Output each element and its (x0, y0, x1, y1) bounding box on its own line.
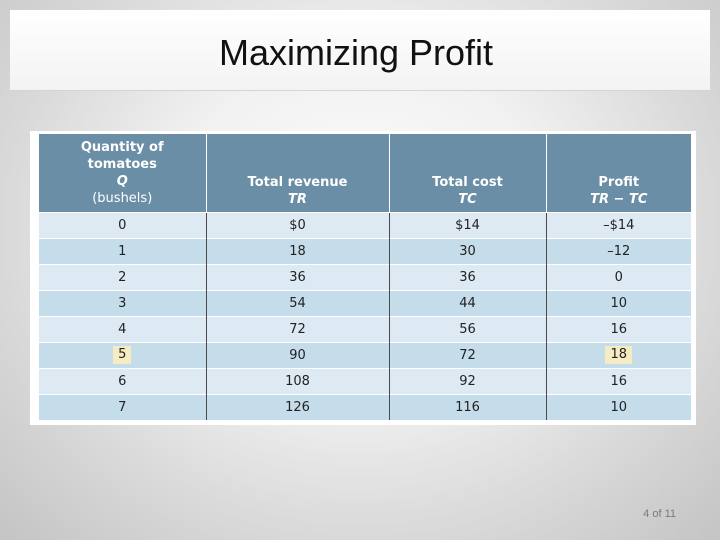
cell-profit: 10 (545, 289, 691, 316)
header-total-cost-label: Total cost (432, 174, 503, 190)
header-total-revenue-label: Total revenue (247, 174, 348, 190)
cell-total-revenue: $0 (205, 211, 389, 238)
table-row: 2 36 36 0 (39, 263, 691, 290)
cell-profit: 10 (545, 393, 691, 420)
cell-total-cost: 36 (388, 263, 546, 290)
highlight-max-profit: 18 (605, 346, 633, 364)
table-row-highlighted: 5 90 72 18 (39, 341, 691, 368)
cell-total-revenue: 54 (205, 289, 389, 316)
cell-total-cost: 56 (388, 315, 546, 342)
slide-title: Maximizing Profit (218, 32, 494, 73)
cell-profit: 18 (545, 341, 691, 368)
cell-total-cost: 30 (388, 237, 546, 264)
cell-quantity: 0 (39, 211, 206, 238)
cell-total-revenue: 108 (205, 367, 389, 394)
cell-total-revenue: 72 (205, 315, 389, 342)
header-profit-symbol: TR − TC (590, 191, 648, 207)
header-quantity-line2: tomatoes (87, 156, 157, 172)
header-total-revenue: Total revenue TR (205, 134, 389, 212)
header-total-revenue-symbol: TR (288, 191, 307, 207)
cell-profit: –$14 (545, 211, 691, 238)
table-row: 6 108 92 16 (39, 367, 691, 394)
cell-quantity: 7 (39, 393, 206, 420)
table-row: 7 126 116 10 (39, 393, 691, 420)
header-quantity-unit: (bushels) (92, 190, 153, 206)
cell-total-cost: 72 (388, 341, 546, 368)
cell-total-cost: 44 (388, 289, 546, 316)
cell-total-cost: 92 (388, 367, 546, 394)
cell-profit: 16 (545, 367, 691, 394)
cell-quantity: 2 (39, 263, 206, 290)
header-quantity-symbol: Q (116, 173, 128, 189)
cell-quantity: 5 (39, 341, 206, 368)
profit-table: Quantity of tomatoes Q (bushels) Total r… (39, 134, 691, 420)
cell-total-revenue: 36 (205, 263, 389, 290)
table-row: 1 18 30 –12 (39, 237, 691, 264)
cell-quantity: 4 (39, 315, 206, 342)
cell-total-revenue: 18 (205, 237, 389, 264)
cell-total-revenue: 90 (205, 341, 389, 368)
table-row: 4 72 56 16 (39, 315, 691, 342)
header-total-cost-symbol: TC (458, 191, 477, 207)
header-profit-label: Profit (598, 174, 640, 190)
cell-total-cost: 116 (388, 393, 546, 420)
cell-quantity: 1 (39, 237, 206, 264)
header-quantity: Quantity of tomatoes Q (bushels) (39, 134, 206, 212)
header-quantity-line1: Quantity of (80, 139, 164, 155)
table-header-row: Quantity of tomatoes Q (bushels) Total r… (39, 134, 691, 212)
table-row: 0 $0 $14 –$14 (39, 211, 691, 238)
cell-profit: 0 (545, 263, 691, 290)
table-row: 3 54 44 10 (39, 289, 691, 316)
title-band (10, 10, 710, 91)
cell-total-cost: $14 (388, 211, 546, 238)
cell-total-revenue: 126 (205, 393, 389, 420)
profit-table-frame: Quantity of tomatoes Q (bushels) Total r… (30, 131, 696, 425)
header-profit: Profit TR − TC (545, 134, 691, 212)
cell-profit: 16 (545, 315, 691, 342)
cell-profit: –12 (545, 237, 691, 264)
cell-quantity: 6 (39, 367, 206, 394)
page-number: 4 of 11 (643, 508, 676, 520)
cell-quantity: 3 (39, 289, 206, 316)
header-total-cost: Total cost TC (388, 134, 546, 212)
highlight-quantity: 5 (113, 346, 132, 364)
